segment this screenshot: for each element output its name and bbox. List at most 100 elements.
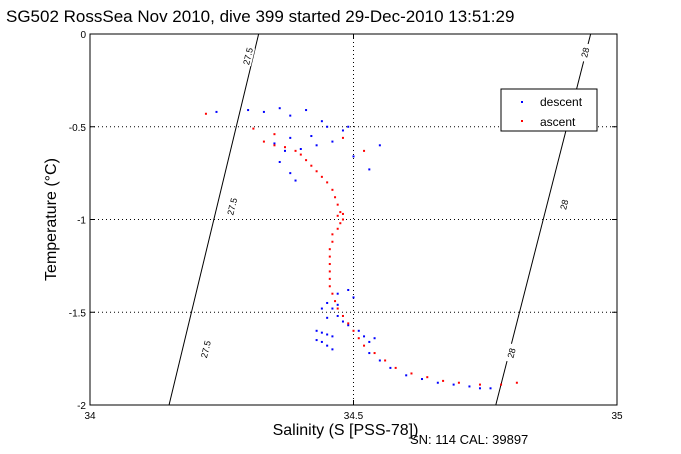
- data-point-descent: [273, 142, 276, 145]
- data-point-ascent: [315, 170, 318, 173]
- y-tick-label: 0: [80, 30, 86, 41]
- data-point-ascent: [328, 285, 331, 288]
- data-point-ascent: [352, 329, 355, 332]
- legend-marker-descent: [521, 101, 523, 103]
- data-point-ascent: [204, 112, 207, 115]
- data-point-descent: [363, 335, 366, 338]
- isopycnal-label-background: [198, 339, 213, 360]
- data-point-ascent: [331, 240, 334, 243]
- data-point-ascent: [336, 227, 339, 230]
- serial-calibration-label: SN: 114 CAL: 39897: [410, 432, 528, 447]
- data-point-ascent: [294, 149, 297, 152]
- data-point-ascent: [426, 376, 429, 379]
- data-point-descent: [436, 381, 439, 384]
- data-point-ascent: [336, 203, 339, 206]
- chart-title: SG502 RossSea Nov 2010, dive 399 started…: [6, 7, 514, 26]
- data-point-ascent: [252, 127, 255, 130]
- data-point-descent: [294, 179, 297, 182]
- data-point-descent: [320, 340, 323, 343]
- data-point-ascent: [336, 307, 339, 310]
- data-point-ascent: [341, 314, 344, 317]
- data-point-descent: [336, 314, 339, 317]
- legend-label-descent: descent: [540, 95, 583, 109]
- data-point-descent: [326, 125, 329, 128]
- data-point-descent: [489, 387, 492, 390]
- data-point-descent: [368, 168, 371, 171]
- data-point-descent: [320, 331, 323, 334]
- data-point-ascent: [341, 212, 344, 215]
- data-point-ascent: [363, 344, 366, 347]
- legend-marker-ascent: [521, 120, 523, 122]
- data-point-descent: [315, 339, 318, 342]
- y-tick-label: -2: [77, 401, 86, 412]
- data-point-descent: [326, 301, 329, 304]
- data-point-descent: [347, 324, 350, 327]
- isopycnal-line: [168, 33, 260, 406]
- data-point-descent: [336, 303, 339, 306]
- data-point-descent: [347, 125, 350, 128]
- x-tick-label: 35: [611, 411, 623, 422]
- data-point-ascent: [328, 277, 331, 280]
- data-point-descent: [368, 352, 371, 355]
- data-point-descent: [299, 148, 302, 151]
- data-point-descent: [389, 366, 392, 369]
- data-point-descent: [336, 292, 339, 295]
- isopycnal-label: 27.5: [241, 47, 255, 66]
- data-point-descent: [289, 136, 292, 139]
- data-point-descent: [452, 383, 455, 386]
- data-point-descent: [341, 129, 344, 132]
- data-point-descent: [315, 329, 318, 332]
- data-point-ascent: [328, 248, 331, 251]
- data-point-ascent: [326, 181, 329, 184]
- data-point-ascent: [515, 381, 518, 384]
- data-point-descent: [326, 333, 329, 336]
- x-axis-label: Salinity (S [PSS-78]): [273, 422, 419, 439]
- isopycnal-label-background: [241, 46, 256, 67]
- data-point-descent: [326, 344, 329, 347]
- x-tick-label: 34.5: [344, 411, 364, 422]
- data-point-ascent: [305, 159, 308, 162]
- data-point-ascent: [373, 352, 376, 355]
- data-point-ascent: [363, 149, 366, 152]
- data-point-descent: [326, 316, 329, 319]
- data-point-descent: [421, 378, 424, 381]
- data-point-descent: [310, 135, 313, 138]
- data-point-descent: [215, 110, 218, 113]
- data-point-ascent: [283, 146, 286, 149]
- isopycnal-label: 28: [506, 347, 518, 359]
- data-point-descent: [315, 144, 318, 147]
- isopycnal-label: 27.5: [225, 197, 239, 216]
- y-axis-label: Temperature (°C): [43, 158, 60, 281]
- data-point-ascent: [331, 188, 334, 191]
- data-point-descent: [468, 385, 471, 388]
- data-point-descent: [289, 172, 292, 175]
- data-point-ascent: [347, 322, 350, 325]
- data-point-descent: [278, 107, 281, 110]
- isopycnal-label: 28: [579, 46, 591, 58]
- data-point-descent: [352, 296, 355, 299]
- data-point-descent: [283, 149, 286, 152]
- data-point-descent: [405, 374, 408, 377]
- data-point-descent: [331, 307, 334, 310]
- data-point-descent: [368, 340, 371, 343]
- data-point-descent: [357, 329, 360, 332]
- data-point-ascent: [273, 133, 276, 136]
- data-point-ascent: [334, 300, 337, 303]
- data-point-ascent: [341, 136, 344, 139]
- data-point-descent: [478, 387, 481, 390]
- data-point-descent: [262, 110, 265, 113]
- x-tick-label: 34: [84, 411, 96, 422]
- data-point-descent: [331, 140, 334, 143]
- data-point-descent: [341, 320, 344, 323]
- legend-label-ascent: ascent: [540, 115, 576, 129]
- axis-ticks: 34 34.5 35 -2 -1.5 -1 -0.5 0: [69, 30, 623, 422]
- isopycnal-label-background: [557, 194, 572, 215]
- legend: descent ascent: [500, 88, 598, 132]
- data-point-descent: [373, 337, 376, 340]
- data-point-ascent: [299, 153, 302, 156]
- legend-box: [500, 88, 598, 132]
- data-point-ascent: [273, 144, 276, 147]
- data-point-ascent: [341, 218, 344, 221]
